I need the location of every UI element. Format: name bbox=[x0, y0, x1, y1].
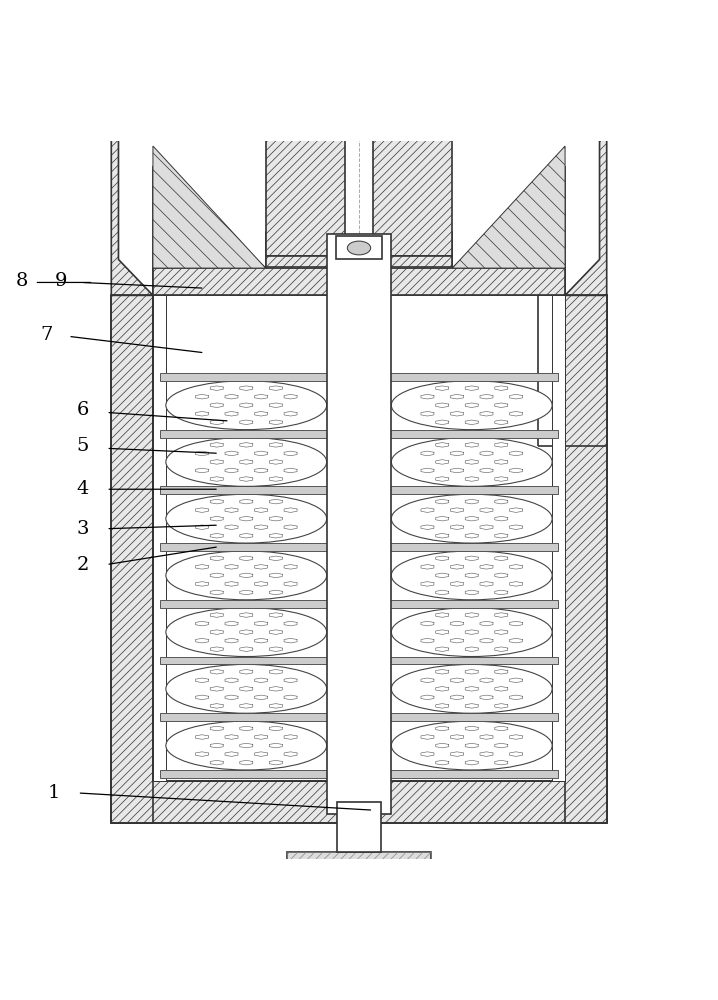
Bar bbox=[160, 600, 332, 608]
Bar bbox=[287, 852, 431, 865]
Bar bbox=[160, 713, 332, 721]
Bar bbox=[565, 295, 607, 823]
Text: 6: 6 bbox=[76, 401, 89, 419]
Ellipse shape bbox=[391, 551, 552, 600]
Polygon shape bbox=[565, 137, 607, 295]
Polygon shape bbox=[391, 146, 452, 268]
Bar bbox=[327, 234, 391, 814]
Bar bbox=[336, 236, 382, 259]
Bar bbox=[118, 109, 600, 137]
Bar bbox=[386, 373, 558, 381]
Bar bbox=[287, 852, 431, 865]
Bar bbox=[386, 600, 558, 608]
Ellipse shape bbox=[391, 721, 552, 770]
Ellipse shape bbox=[348, 241, 370, 255]
Text: 1: 1 bbox=[47, 784, 60, 802]
Bar bbox=[153, 295, 565, 781]
Bar bbox=[565, 295, 607, 446]
Bar bbox=[373, 130, 452, 256]
Text: 4: 4 bbox=[76, 480, 89, 498]
Bar bbox=[266, 130, 345, 256]
Polygon shape bbox=[111, 137, 153, 295]
Bar bbox=[538, 295, 565, 446]
Bar bbox=[386, 713, 558, 721]
Ellipse shape bbox=[166, 664, 327, 713]
Bar bbox=[337, 802, 381, 852]
Ellipse shape bbox=[166, 381, 327, 430]
Bar bbox=[160, 657, 332, 664]
Polygon shape bbox=[266, 146, 327, 268]
Bar bbox=[552, 295, 565, 781]
Polygon shape bbox=[452, 146, 565, 268]
Bar bbox=[386, 430, 558, 438]
Ellipse shape bbox=[166, 608, 327, 657]
Ellipse shape bbox=[391, 381, 552, 430]
Bar bbox=[386, 770, 558, 778]
Bar bbox=[266, 256, 452, 267]
Bar bbox=[111, 781, 607, 823]
Bar bbox=[386, 486, 558, 494]
Ellipse shape bbox=[391, 608, 552, 657]
Ellipse shape bbox=[166, 494, 327, 543]
Bar bbox=[386, 543, 558, 551]
Text: 2: 2 bbox=[76, 556, 89, 574]
Bar bbox=[538, 295, 565, 446]
Ellipse shape bbox=[391, 664, 552, 713]
Text: 9: 9 bbox=[55, 272, 67, 290]
Bar bbox=[160, 373, 332, 381]
Bar bbox=[160, 770, 332, 778]
Polygon shape bbox=[153, 146, 266, 268]
Ellipse shape bbox=[391, 438, 552, 486]
Polygon shape bbox=[452, 166, 565, 295]
Ellipse shape bbox=[166, 438, 327, 486]
Bar bbox=[386, 657, 558, 664]
Bar bbox=[160, 430, 332, 438]
Bar bbox=[160, 543, 332, 551]
Text: 5: 5 bbox=[76, 437, 89, 455]
Ellipse shape bbox=[166, 721, 327, 770]
Bar bbox=[111, 295, 153, 823]
Text: 7: 7 bbox=[40, 326, 53, 344]
Ellipse shape bbox=[391, 494, 552, 543]
Bar bbox=[160, 486, 332, 494]
Bar bbox=[153, 268, 565, 295]
Ellipse shape bbox=[166, 551, 327, 600]
Text: 3: 3 bbox=[76, 520, 89, 538]
Text: 8: 8 bbox=[15, 272, 28, 290]
Polygon shape bbox=[153, 166, 266, 295]
Bar bbox=[153, 295, 166, 781]
